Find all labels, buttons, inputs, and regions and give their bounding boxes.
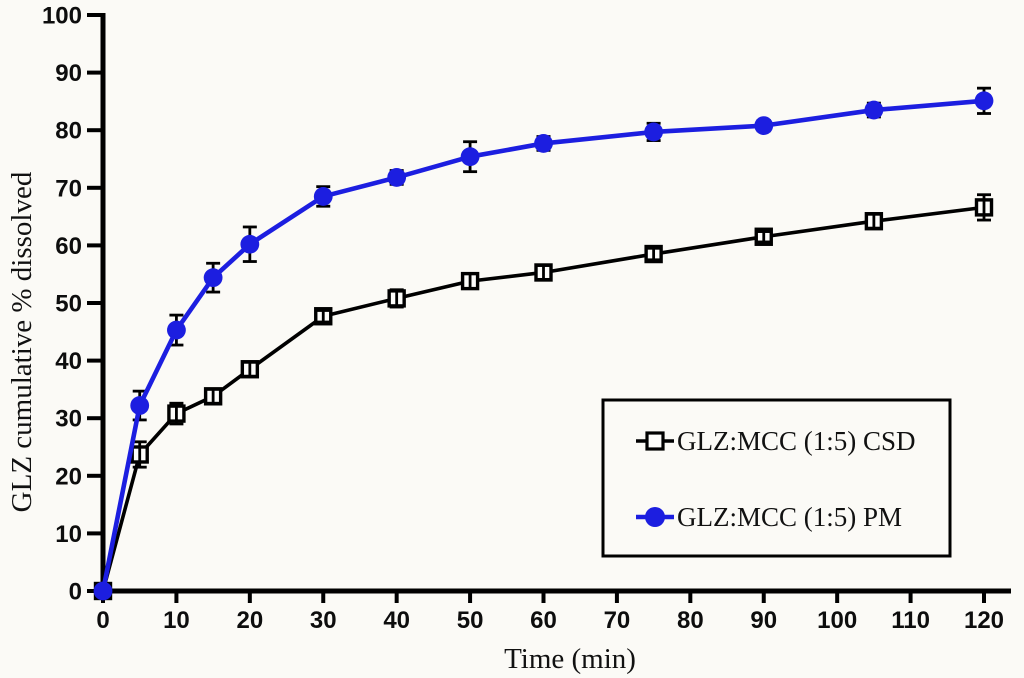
y-tick-label: 20 xyxy=(55,463,82,490)
x-tick-label: 50 xyxy=(457,607,484,634)
x-tick-label: 60 xyxy=(530,607,557,634)
y-tick-label: 60 xyxy=(55,233,82,260)
x-tick-label: 70 xyxy=(604,607,631,634)
x-tick-label: 120 xyxy=(964,607,1004,634)
filled-circle-marker xyxy=(93,581,113,601)
filled-circle-marker xyxy=(644,122,664,142)
series-pm xyxy=(93,86,994,601)
y-tick-label: 50 xyxy=(55,291,82,318)
legend: GLZ:MCC (1:5) CSD GLZ:MCC (1:5) PM xyxy=(601,398,952,558)
x-tick-label: 110 xyxy=(891,607,930,634)
legend-entry-csd: GLZ:MCC (1:5) CSD xyxy=(636,426,916,456)
y-tick-label: 0 xyxy=(69,579,82,606)
filled-circle-marker xyxy=(313,187,333,206)
y-tick-label: 90 xyxy=(55,60,82,87)
x-tick-label: 10 xyxy=(163,607,190,634)
filled-circle-marker xyxy=(130,396,150,415)
y-tick-label: 80 xyxy=(55,118,82,145)
filled-circle-marker xyxy=(460,147,480,167)
x-tick-label: 20 xyxy=(236,607,263,634)
x-tick-label: 30 xyxy=(310,607,337,634)
filled-circle-marker xyxy=(754,116,774,135)
filled-circle-marker xyxy=(387,168,407,187)
filled-circle-marker xyxy=(203,268,223,288)
y-tick-label: 30 xyxy=(55,406,82,433)
y-axis-title: GLZ cumulative % dissolved xyxy=(6,171,38,512)
legend-box xyxy=(601,398,952,558)
legend-label-csd: GLZ:MCC (1:5) CSD xyxy=(677,426,916,456)
y-tick-label: 40 xyxy=(55,348,82,375)
filled-circle-marker xyxy=(974,91,994,111)
y-tick-label: 70 xyxy=(55,175,82,202)
legend-open-square-icon xyxy=(645,431,665,451)
series-csd xyxy=(93,193,994,601)
y-tick-label: 100 xyxy=(42,3,82,30)
legend-entry-pm: GLZ:MCC (1:5) PM xyxy=(636,502,902,532)
x-tick-label: 90 xyxy=(750,607,777,634)
legend-label-pm: GLZ:MCC (1:5) PM xyxy=(677,502,902,532)
plot-area: 0 10 20 30 40 50 60 70 80 90 100 110 120 0 10 20 30 40 50 6… xyxy=(42,3,1011,634)
x-tick-label: 0 xyxy=(96,607,109,634)
x-axis-title: Time (min) xyxy=(504,643,636,675)
filled-circle-marker xyxy=(864,100,884,120)
filled-circle-marker xyxy=(167,320,186,340)
x-tick-label: 80 xyxy=(677,607,704,634)
filled-circle-marker xyxy=(240,234,260,254)
x-tick-label: 40 xyxy=(383,607,410,634)
x-tick-label: 100 xyxy=(817,607,857,634)
y-tick-label: 10 xyxy=(55,521,82,548)
legend-filled-circle-icon xyxy=(645,507,665,527)
filled-circle-marker xyxy=(534,134,553,153)
